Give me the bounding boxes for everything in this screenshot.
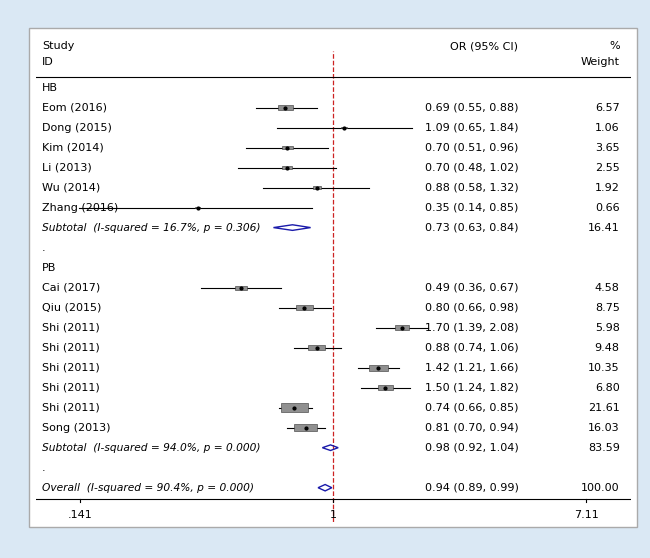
Text: 0.88 (0.58, 1.32): 0.88 (0.58, 1.32): [425, 182, 519, 193]
Text: Qiu (2015): Qiu (2015): [42, 302, 101, 312]
Text: 1.50 (1.24, 1.82): 1.50 (1.24, 1.82): [425, 383, 519, 393]
Text: Song (2013): Song (2013): [42, 422, 110, 432]
Text: Overall  (I-squared = 90.4%, p = 0.000): Overall (I-squared = 90.4%, p = 0.000): [42, 483, 254, 493]
Text: 1.70 (1.39, 2.08): 1.70 (1.39, 2.08): [425, 323, 519, 333]
Text: 0.70 (0.51, 0.96): 0.70 (0.51, 0.96): [425, 142, 519, 152]
Text: 21.61: 21.61: [588, 403, 619, 413]
Text: 1: 1: [330, 509, 337, 519]
Bar: [341, 127, 347, 128]
Bar: [369, 365, 387, 371]
Text: .141: .141: [68, 509, 92, 519]
Text: Wu (2014): Wu (2014): [42, 182, 100, 193]
Text: 0.66: 0.66: [595, 203, 619, 213]
Text: 0.49 (0.36, 0.67): 0.49 (0.36, 0.67): [425, 282, 519, 292]
Text: Shi (2011): Shi (2011): [42, 323, 100, 333]
Text: 100.00: 100.00: [581, 483, 619, 493]
Bar: [283, 166, 292, 169]
Text: 8.75: 8.75: [595, 302, 619, 312]
Text: Subtotal  (I-squared = 16.7%, p = 0.306): Subtotal (I-squared = 16.7%, p = 0.306): [42, 223, 261, 233]
Text: 0.73 (0.63, 0.84): 0.73 (0.63, 0.84): [425, 223, 519, 233]
Text: Cai (2017): Cai (2017): [42, 282, 100, 292]
Text: 0.98 (0.92, 1.04): 0.98 (0.92, 1.04): [424, 442, 519, 453]
Bar: [313, 186, 320, 189]
Text: 5.98: 5.98: [595, 323, 619, 333]
Bar: [281, 146, 292, 150]
Text: 0.81 (0.70, 0.94): 0.81 (0.70, 0.94): [425, 422, 519, 432]
Bar: [278, 105, 292, 110]
Text: 16.03: 16.03: [588, 422, 619, 432]
Text: 6.57: 6.57: [595, 103, 619, 113]
Text: 0.94 (0.89, 0.99): 0.94 (0.89, 0.99): [424, 483, 519, 493]
Bar: [307, 345, 326, 350]
Text: 0.70 (0.48, 1.02): 0.70 (0.48, 1.02): [425, 162, 519, 172]
Text: Shi (2011): Shi (2011): [42, 363, 100, 373]
Text: 1.09 (0.65, 1.84): 1.09 (0.65, 1.84): [425, 123, 519, 133]
Text: Shi (2011): Shi (2011): [42, 343, 100, 353]
Bar: [235, 286, 247, 290]
Text: Li (2013): Li (2013): [42, 162, 92, 172]
Bar: [378, 386, 393, 390]
Text: 4.58: 4.58: [595, 282, 619, 292]
Text: 1.42 (1.21, 1.66): 1.42 (1.21, 1.66): [425, 363, 519, 373]
Text: 0.80 (0.66, 0.98): 0.80 (0.66, 0.98): [425, 302, 519, 312]
Bar: [195, 207, 200, 208]
Text: 83.59: 83.59: [588, 442, 619, 453]
Text: 2.55: 2.55: [595, 162, 619, 172]
Text: 0.35 (0.14, 0.85): 0.35 (0.14, 0.85): [425, 203, 519, 213]
Text: .: .: [42, 243, 46, 253]
Bar: [296, 305, 313, 310]
Text: 1.06: 1.06: [595, 123, 619, 133]
Text: 1.92: 1.92: [595, 182, 619, 193]
Text: 9.48: 9.48: [595, 343, 619, 353]
Text: %: %: [609, 41, 619, 51]
Text: Eom (2016): Eom (2016): [42, 103, 107, 113]
Text: Kim (2014): Kim (2014): [42, 142, 104, 152]
Text: Subtotal  (I-squared = 94.0%, p = 0.000): Subtotal (I-squared = 94.0%, p = 0.000): [42, 442, 261, 453]
Text: 0.74 (0.66, 0.85): 0.74 (0.66, 0.85): [425, 403, 519, 413]
Text: 16.41: 16.41: [588, 223, 619, 233]
Text: Weight: Weight: [580, 57, 619, 68]
Text: 0.69 (0.55, 0.88): 0.69 (0.55, 0.88): [425, 103, 519, 113]
Text: ID: ID: [42, 57, 54, 68]
Text: 0.88 (0.74, 1.06): 0.88 (0.74, 1.06): [425, 343, 519, 353]
Text: 7.11: 7.11: [574, 509, 599, 519]
Text: Shi (2011): Shi (2011): [42, 383, 100, 393]
Text: 10.35: 10.35: [588, 363, 619, 373]
Text: Dong (2015): Dong (2015): [42, 123, 112, 133]
Bar: [281, 403, 307, 412]
Bar: [294, 424, 317, 431]
Text: .: .: [42, 463, 46, 473]
Text: Zhang (2016): Zhang (2016): [42, 203, 118, 213]
Text: 3.65: 3.65: [595, 142, 619, 152]
Text: PB: PB: [42, 263, 57, 273]
Text: Shi (2011): Shi (2011): [42, 403, 100, 413]
Bar: [395, 325, 409, 330]
Text: Study: Study: [42, 41, 75, 51]
Text: 6.80: 6.80: [595, 383, 619, 393]
Text: OR (95% CI): OR (95% CI): [450, 41, 519, 51]
Text: HB: HB: [42, 83, 58, 93]
